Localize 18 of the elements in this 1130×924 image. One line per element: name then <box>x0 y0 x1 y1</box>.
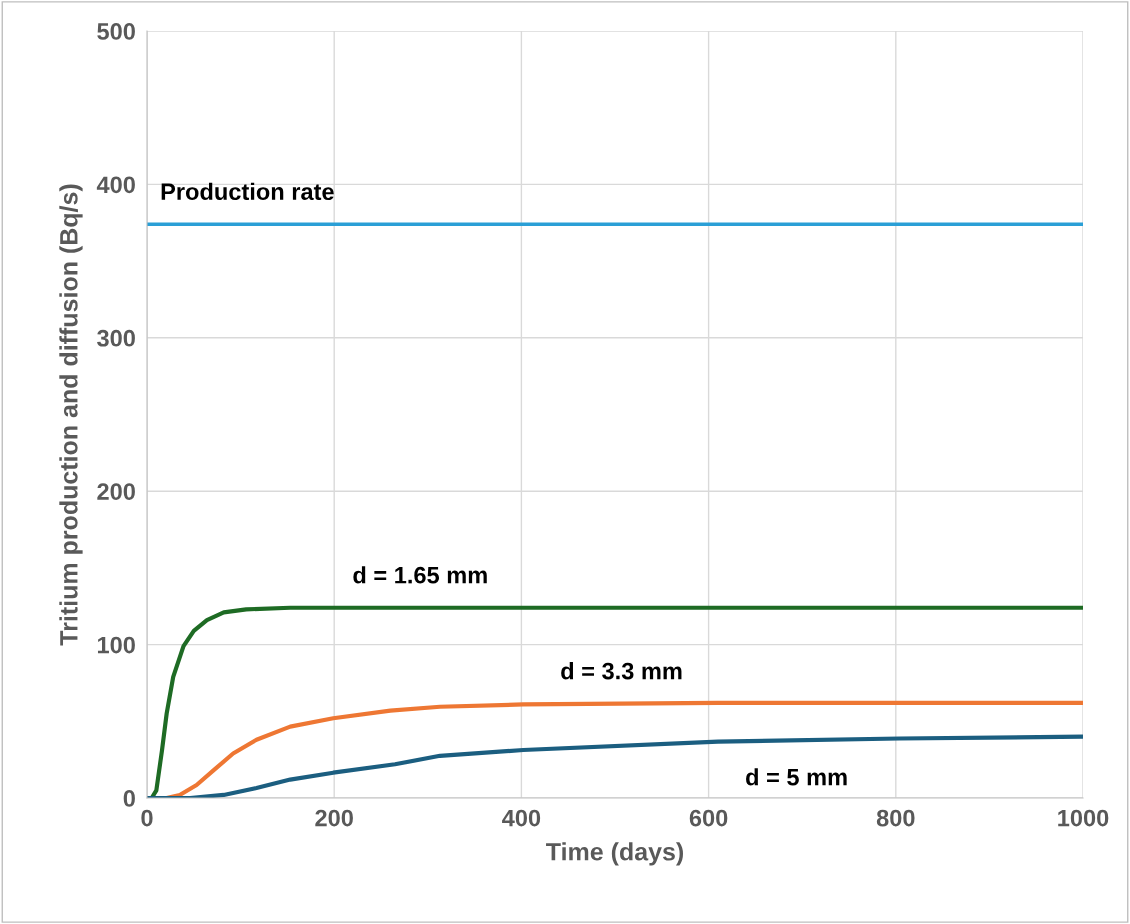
x-tick-label: 0 <box>141 809 153 827</box>
x-tick-label: 600 <box>689 809 728 827</box>
x-tick-label: 800 <box>876 809 915 827</box>
y-tick-label: 200 <box>97 483 135 500</box>
x-tick-label: 400 <box>502 809 541 827</box>
y-axis-title: Tritium production and diffusion (Bq/s) <box>59 184 83 646</box>
series-label: d = 5 mm <box>746 768 847 786</box>
series-label: Production rate <box>161 182 334 201</box>
y-tick-label: 500 <box>97 23 135 40</box>
y-tick-label: 0 <box>123 790 135 807</box>
x-tick-label: 1000 <box>1058 809 1109 827</box>
y-tick-label: 400 <box>96 176 135 194</box>
x-axis-title: Time (days) <box>546 842 684 866</box>
y-tick-label: 100 <box>97 636 135 654</box>
series-label: d = 1.65 mm <box>353 566 487 584</box>
series-label: d = 3.3 mm <box>561 662 682 680</box>
x-tick-label: 200 <box>315 809 353 827</box>
y-tick-label: 300 <box>97 329 135 347</box>
